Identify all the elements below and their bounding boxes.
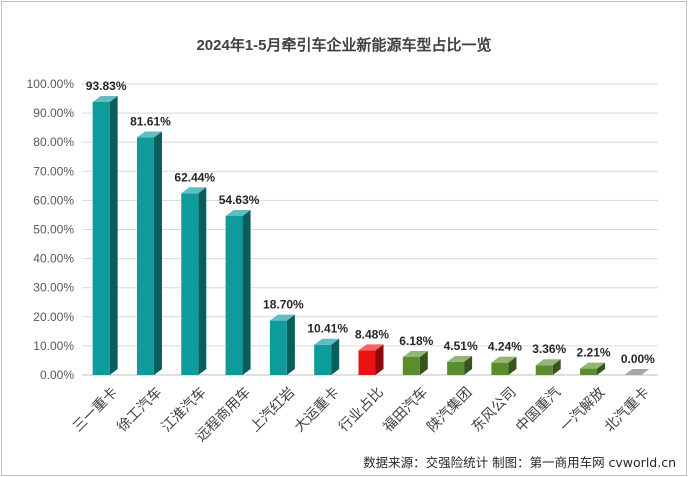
data-label: 81.61% bbox=[130, 115, 171, 129]
x-tick-label: 北汽重卡 bbox=[602, 384, 653, 435]
x-tick-label: 福田汽车 bbox=[379, 384, 431, 436]
y-tick-label: 90.00% bbox=[33, 106, 74, 120]
bar bbox=[314, 338, 340, 375]
data-label: 18.70% bbox=[263, 298, 304, 312]
bar bbox=[491, 356, 517, 375]
chart-title: 2024年1-5月牵引车企业新能源车型占比一览 bbox=[196, 36, 491, 54]
data-label: 4.24% bbox=[488, 340, 522, 354]
bar bbox=[92, 95, 118, 375]
bar bbox=[580, 362, 606, 375]
x-axis-ticks: 三一重卡徐工汽车江淮汽车远程商用车上汽红岩大运重卡行业占比福田汽车陕汽集团东风公… bbox=[70, 384, 653, 446]
y-tick-label: 70.00% bbox=[33, 164, 74, 178]
y-tick-label: 50.00% bbox=[33, 223, 74, 237]
source-note: 数据来源：交强险统计 制图：第一商用车网 cvworld.cn bbox=[363, 455, 676, 470]
bar bbox=[402, 351, 428, 375]
x-tick-label: 大运重卡 bbox=[292, 384, 343, 435]
y-tick-label: 0.00% bbox=[40, 368, 74, 382]
data-labels: 93.83% 81.61% 62.44% 54.63% 18.70%10.41% 8.48… bbox=[86, 79, 655, 366]
x-tick-label: 徐工汽车 bbox=[114, 384, 166, 436]
bar bbox=[447, 355, 473, 375]
y-tick-label: 80.00% bbox=[33, 135, 74, 149]
data-label: 62.44% bbox=[174, 170, 215, 184]
bar bbox=[535, 359, 561, 375]
y-tick-label: 60.00% bbox=[33, 193, 74, 207]
bar bbox=[269, 314, 295, 375]
x-tick-label: 上汽红岩 bbox=[247, 384, 298, 435]
bar bbox=[181, 187, 207, 375]
y-tick-label: 40.00% bbox=[33, 252, 74, 266]
data-label: 6.18% bbox=[399, 334, 433, 348]
bar bbox=[225, 210, 251, 375]
x-tick-label: 行业占比 bbox=[336, 384, 387, 435]
y-tick-label: 10.00% bbox=[33, 339, 74, 353]
y-tick-label: 100.00% bbox=[27, 77, 75, 91]
data-label: 10.41% bbox=[307, 322, 348, 336]
data-label: 2.21% bbox=[577, 346, 611, 360]
bar bbox=[358, 344, 384, 375]
y-tick-label: 30.00% bbox=[33, 281, 74, 295]
gridlines bbox=[82, 83, 658, 376]
data-label: 3.36% bbox=[532, 342, 566, 356]
x-tick-label: 中国重汽 bbox=[513, 384, 564, 435]
bars bbox=[92, 95, 650, 375]
data-label: 54.63% bbox=[219, 193, 260, 207]
data-label: 0.00% bbox=[621, 352, 655, 366]
x-tick-label: 东风公司 bbox=[469, 384, 520, 435]
bar bbox=[624, 369, 650, 375]
data-label: 93.83% bbox=[86, 79, 127, 93]
x-tick-label: 一汽解放 bbox=[557, 384, 608, 435]
x-tick-label: 三一重卡 bbox=[70, 384, 121, 435]
y-tick-label: 20.00% bbox=[33, 310, 74, 324]
bar bbox=[136, 131, 162, 375]
data-label: 8.48% bbox=[355, 327, 389, 341]
x-tick-label: 陕汽集团 bbox=[424, 384, 476, 436]
data-label: 4.51% bbox=[444, 339, 478, 353]
y-axis-ticks: 0.00% 10.00% 20.00% 30.00% 40.00% 50.00% 60.00… bbox=[27, 77, 75, 382]
